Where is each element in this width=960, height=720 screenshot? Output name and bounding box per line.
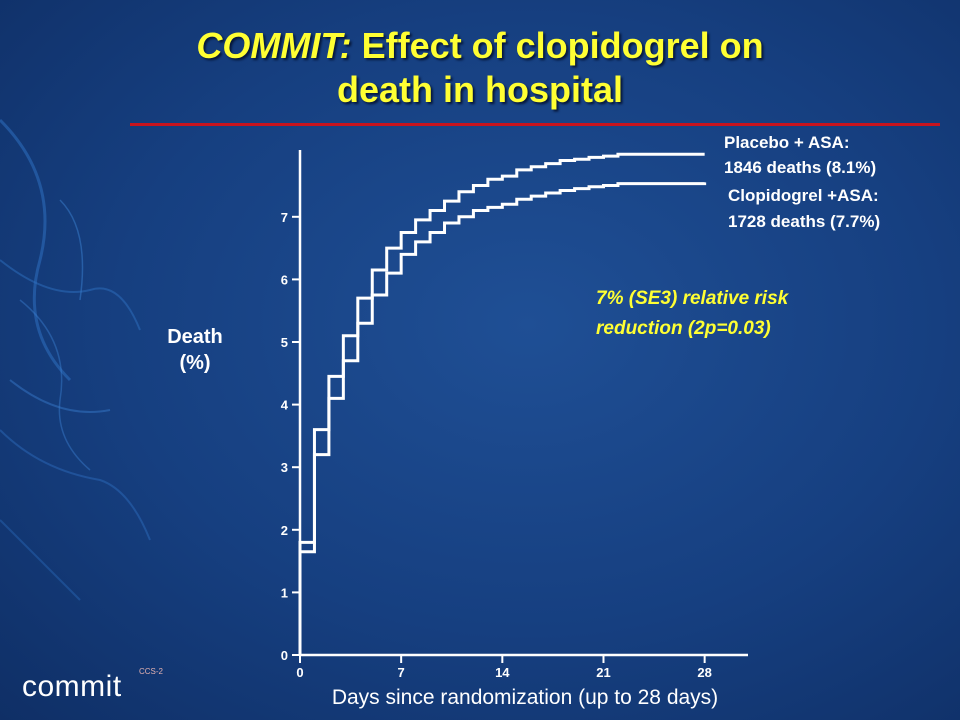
title-rule — [130, 123, 940, 126]
y-tick-label: 3 — [281, 460, 288, 475]
commit-logo: commit — [22, 670, 122, 703]
chart-ticks: 0 1 2 3 4 5 6 7 0 7 14 21 28 — [281, 210, 712, 680]
title-line2: death in hospital — [336, 69, 623, 110]
x-tick-label: 21 — [596, 665, 610, 680]
series-clopidogrel-line — [298, 182, 707, 655]
title-rest: Effect of clopidogrel on — [361, 25, 764, 66]
title-lead: COMMIT: — [196, 25, 352, 66]
chart-series — [298, 152, 707, 655]
legend-placebo-line1: Placebo + ASA: — [724, 133, 850, 152]
x-tick-label: 28 — [697, 665, 711, 680]
y-axis-label-line1: Death — [167, 326, 223, 348]
annotation-line2: reduction (2p=0.03) — [596, 318, 771, 339]
y-tick-label: 0 — [281, 648, 288, 663]
chart-axes — [298, 150, 748, 657]
y-tick-label: 2 — [281, 523, 288, 538]
commit-logo-sub: CCS-2 — [139, 667, 164, 676]
x-tick-label: 14 — [495, 665, 510, 680]
y-tick-label: 5 — [281, 335, 288, 350]
legend-placebo-line2: 1846 deaths (8.1%) — [724, 158, 877, 177]
y-tick-label: 6 — [281, 272, 288, 287]
slide-title: COMMIT: Effect of clopidogrel on death i… — [0, 24, 960, 112]
y-tick-label: 4 — [281, 398, 289, 413]
series-placebo-line — [298, 152, 705, 655]
annotation-line1: 7% (SE3) relative risk — [596, 288, 789, 309]
y-tick-label: 1 — [281, 585, 288, 600]
legend-clopidogrel-line2: 1728 deaths (7.7%) — [728, 212, 881, 231]
risk-reduction-annotation: 7% (SE3) relative risk reduction (2p=0.0… — [596, 284, 876, 344]
y-axis-label-line2: (%) — [179, 352, 211, 374]
y-tick-label: 7 — [281, 210, 288, 225]
legend-clopidogrel-line1: Clopidogrel +ASA: — [728, 186, 879, 205]
y-axis-label: Death (%) — [150, 324, 240, 376]
x-axis-label: Days since randomization (up to 28 days) — [331, 686, 719, 709]
x-tick-label: 0 — [296, 665, 303, 680]
x-tick-label: 7 — [398, 665, 405, 680]
